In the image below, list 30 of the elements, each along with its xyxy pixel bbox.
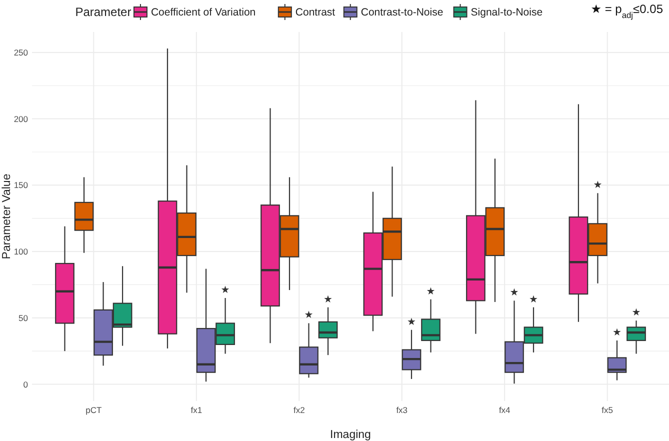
y-tick-label: 150: [14, 180, 28, 190]
x-tick-label: fx4: [498, 405, 511, 415]
y-tick-label: 50: [18, 312, 28, 323]
legend-label: Signal-to-Noise: [470, 6, 543, 19]
y-tick-label: 200: [14, 114, 28, 124]
y-tick-label: 0: [23, 379, 28, 390]
text: ★: [304, 310, 314, 322]
text: ★: [407, 316, 416, 328]
text: ★ = p$_{adj}$≤0.05: [590, 2, 664, 20]
x-tick-label: pCT: [86, 405, 102, 415]
x-tick-label: fx2: [293, 405, 306, 415]
y-tick-label: 250: [14, 47, 28, 58]
text: ★: [632, 308, 641, 319]
text: ★: [324, 294, 333, 306]
text: ★: [529, 294, 538, 306]
x-tick-label: fx1: [190, 405, 202, 415]
y-tick-label: 100: [14, 246, 28, 257]
legend-label: Contrast: [295, 6, 336, 19]
text: ★: [612, 327, 622, 338]
x-tick-label: fx5: [602, 405, 614, 415]
text: ★: [510, 288, 519, 299]
x-tick-label: fx3: [396, 405, 408, 415]
text: ★: [426, 286, 436, 298]
legend-label: Coefficient of Variation: [150, 6, 256, 19]
legend-label: Contrast-to-Noise: [360, 6, 444, 19]
text: ★: [593, 180, 602, 192]
y-axis-title: Parameter Value: [1, 174, 13, 260]
legend-title: Parameter: [75, 5, 132, 20]
x-axis-title: Imaging: [330, 429, 371, 441]
text: ★: [220, 285, 230, 296]
